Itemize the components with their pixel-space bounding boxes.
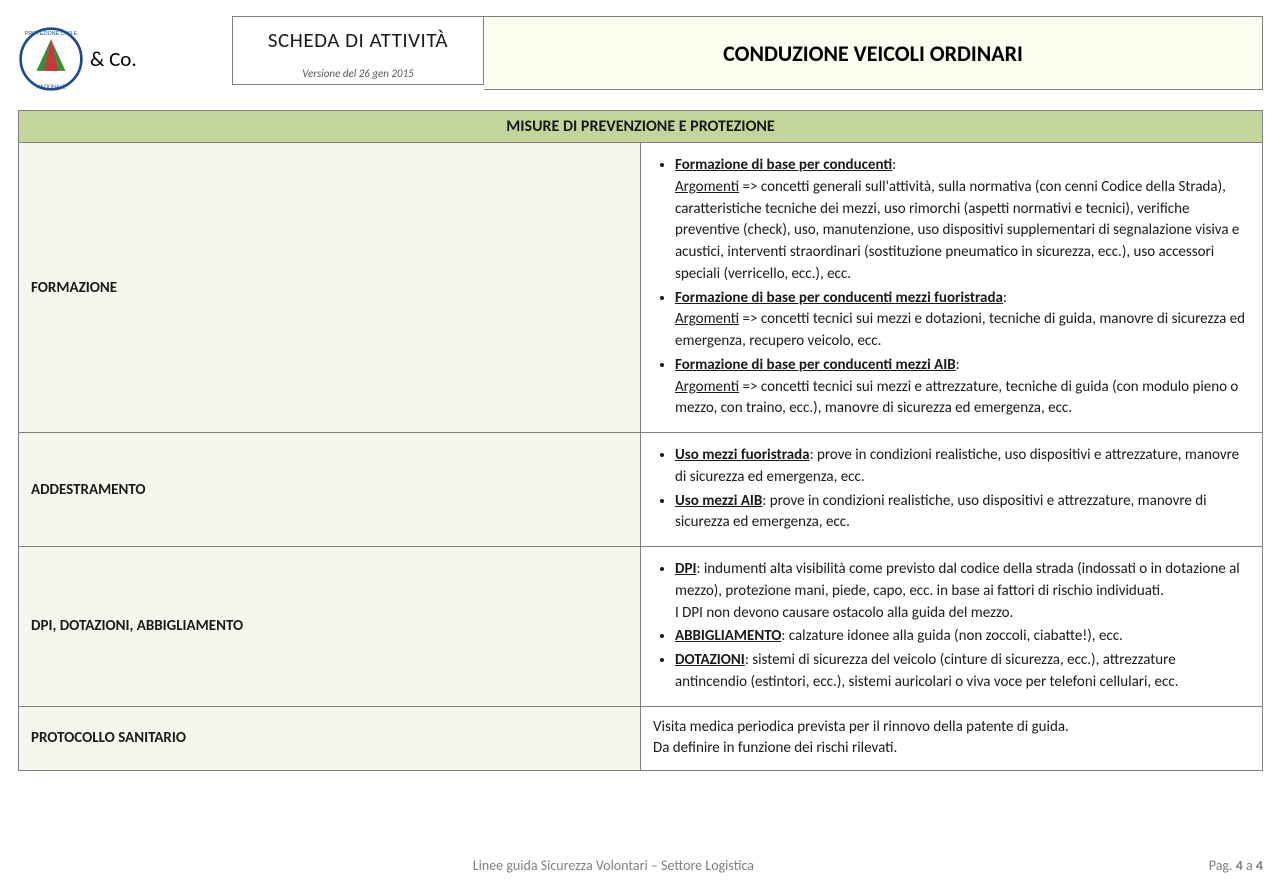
logo-block: PROTEZIONE CIVILE NAZIONALE & Co.	[18, 16, 232, 92]
formazione-item-1: Formazione di base per conducenti: Argom…	[675, 155, 1250, 286]
scheda-box: SCHEDA DI ATTIVITÀ Versione del 26 gen 2…	[232, 16, 484, 85]
formazione-item-2: Formazione di base per conducenti mezzi …	[675, 288, 1250, 353]
footer-page: Pag. 4 a 4	[1209, 857, 1263, 874]
org-suffix: & Co.	[90, 46, 137, 72]
svg-text:PROTEZIONE CIVILE: PROTEZIONE CIVILE	[25, 31, 78, 37]
footer-center: Linee guida Sicurezza Volontari – Settor…	[18, 857, 1209, 874]
page-footer: Linee guida Sicurezza Volontari – Settor…	[18, 857, 1263, 874]
row-formazione: FORMAZIONE Formazione di base per conduc…	[19, 143, 1263, 433]
row-protocollo: PROTOCOLLO SANITARIO Visita medica perio…	[19, 706, 1263, 771]
formazione-item-3: Formazione di base per conducenti mezzi …	[675, 355, 1250, 420]
row-addestramento: ADDESTRAMENTO Uso mezzi fuoristrada: pro…	[19, 433, 1263, 547]
doc-title: CONDUZIONE VEICOLI ORDINARI	[723, 40, 1023, 67]
dpi-item-2: ABBIGLIAMENTO: calzature idonee alla gui…	[675, 626, 1250, 648]
svg-text:NAZIONALE: NAZIONALE	[36, 85, 66, 91]
dpi-item-3: DOTAZIONI: sistemi di sicurezza del veic…	[675, 650, 1250, 694]
scheda-label: SCHEDA DI ATTIVITÀ	[241, 27, 475, 53]
label-protocollo: PROTOCOLLO SANITARIO	[19, 706, 641, 771]
main-table: MISURE DI PREVENZIONE E PROTEZIONE FORMA…	[18, 110, 1263, 771]
content-dpi: DPI: indumenti alta visibilità come prev…	[641, 547, 1263, 707]
content-addestramento: Uso mezzi fuoristrada: prove in condizio…	[641, 433, 1263, 547]
label-addestramento: ADDESTRAMENTO	[19, 433, 641, 547]
protezione-civile-logo-icon: PROTEZIONE CIVILE NAZIONALE	[18, 26, 84, 92]
content-protocollo: Visita medica periodica prevista per il …	[641, 706, 1263, 771]
title-box: CONDUZIONE VEICOLI ORDINARI	[484, 16, 1263, 90]
addestramento-item-2: Uso mezzi AIB: prove in condizioni reali…	[675, 491, 1250, 535]
dpi-item-1: DPI: indumenti alta visibilità come prev…	[675, 559, 1250, 624]
content-formazione: Formazione di base per conducenti: Argom…	[641, 143, 1263, 433]
version-line: Versione del 26 gen 2015	[241, 67, 475, 80]
document-header: PROTEZIONE CIVILE NAZIONALE & Co. SCHEDA…	[18, 16, 1263, 92]
label-dpi: DPI, DOTAZIONI, ABBIGLIAMENTO	[19, 547, 641, 707]
label-formazione: FORMAZIONE	[19, 143, 641, 433]
addestramento-item-1: Uso mezzi fuoristrada: prove in condizio…	[675, 445, 1250, 489]
row-dpi: DPI, DOTAZIONI, ABBIGLIAMENTO DPI: indum…	[19, 547, 1263, 707]
section-header: MISURE DI PREVENZIONE E PROTEZIONE	[19, 111, 1263, 143]
